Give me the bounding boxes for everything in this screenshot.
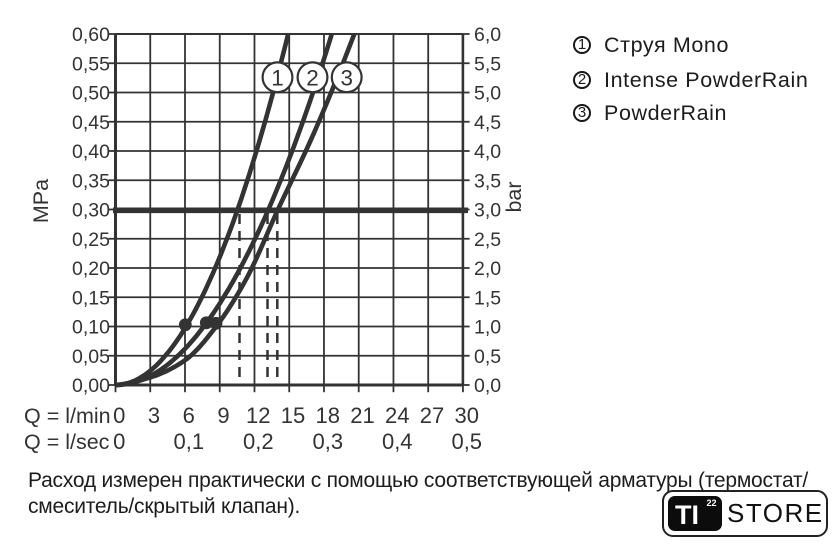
svg-text:1: 1 <box>271 66 284 91</box>
svg-text:0,50: 0,50 <box>72 83 110 105</box>
svg-text:15: 15 <box>281 403 305 428</box>
svg-text:4,0: 4,0 <box>474 141 501 163</box>
svg-text:0,55: 0,55 <box>72 53 110 75</box>
svg-text:MPa: MPa <box>29 179 53 223</box>
svg-text:0,00: 0,00 <box>72 375 110 397</box>
svg-text:6: 6 <box>183 403 195 428</box>
svg-text:21: 21 <box>350 403 374 428</box>
svg-text:3: 3 <box>340 66 353 91</box>
svg-text:bar: bar <box>502 181 526 212</box>
svg-text:0,25: 0,25 <box>72 229 110 251</box>
svg-text:27: 27 <box>420 403 444 428</box>
svg-text:9: 9 <box>217 403 229 428</box>
svg-text:5,0: 5,0 <box>474 83 501 105</box>
svg-text:0: 0 <box>113 429 125 454</box>
svg-text:1,5: 1,5 <box>474 287 501 309</box>
svg-text:0: 0 <box>113 403 125 428</box>
svg-text:0,30: 0,30 <box>72 200 110 222</box>
svg-text:3: 3 <box>148 403 160 428</box>
svg-text:0,10: 0,10 <box>72 317 110 339</box>
svg-text:Q = l/min: Q = l/min <box>24 404 111 428</box>
svg-text:0,1: 0,1 <box>173 429 204 454</box>
svg-text:0,0: 0,0 <box>474 375 501 397</box>
svg-text:24: 24 <box>385 403 409 428</box>
svg-text:0,35: 0,35 <box>72 170 110 192</box>
svg-text:4,5: 4,5 <box>474 112 501 134</box>
svg-text:0,60: 0,60 <box>72 24 110 46</box>
svg-text:2,5: 2,5 <box>474 229 501 251</box>
svg-text:18: 18 <box>316 403 340 428</box>
svg-text:0,5: 0,5 <box>451 429 482 454</box>
svg-text:6,0: 6,0 <box>474 24 501 46</box>
svg-text:0,5: 0,5 <box>474 346 501 368</box>
svg-text:0,45: 0,45 <box>72 112 110 134</box>
svg-text:0,05: 0,05 <box>72 346 110 368</box>
svg-text:2: 2 <box>306 66 319 91</box>
svg-text:0,40: 0,40 <box>72 141 110 163</box>
svg-text:1,0: 1,0 <box>474 317 501 339</box>
svg-text:3,0: 3,0 <box>474 200 501 222</box>
svg-text:30: 30 <box>455 403 479 428</box>
svg-text:5,5: 5,5 <box>474 53 501 75</box>
svg-text:12: 12 <box>246 403 270 428</box>
svg-text:2,0: 2,0 <box>474 258 501 280</box>
svg-text:0,4: 0,4 <box>382 429 413 454</box>
svg-text:0,20: 0,20 <box>72 258 110 280</box>
svg-text:Q = l/sec: Q = l/sec <box>24 430 110 454</box>
svg-text:0,2: 0,2 <box>243 429 274 454</box>
svg-text:0,3: 0,3 <box>312 429 343 454</box>
svg-text:3,5: 3,5 <box>474 170 501 192</box>
svg-text:0,15: 0,15 <box>72 287 110 309</box>
